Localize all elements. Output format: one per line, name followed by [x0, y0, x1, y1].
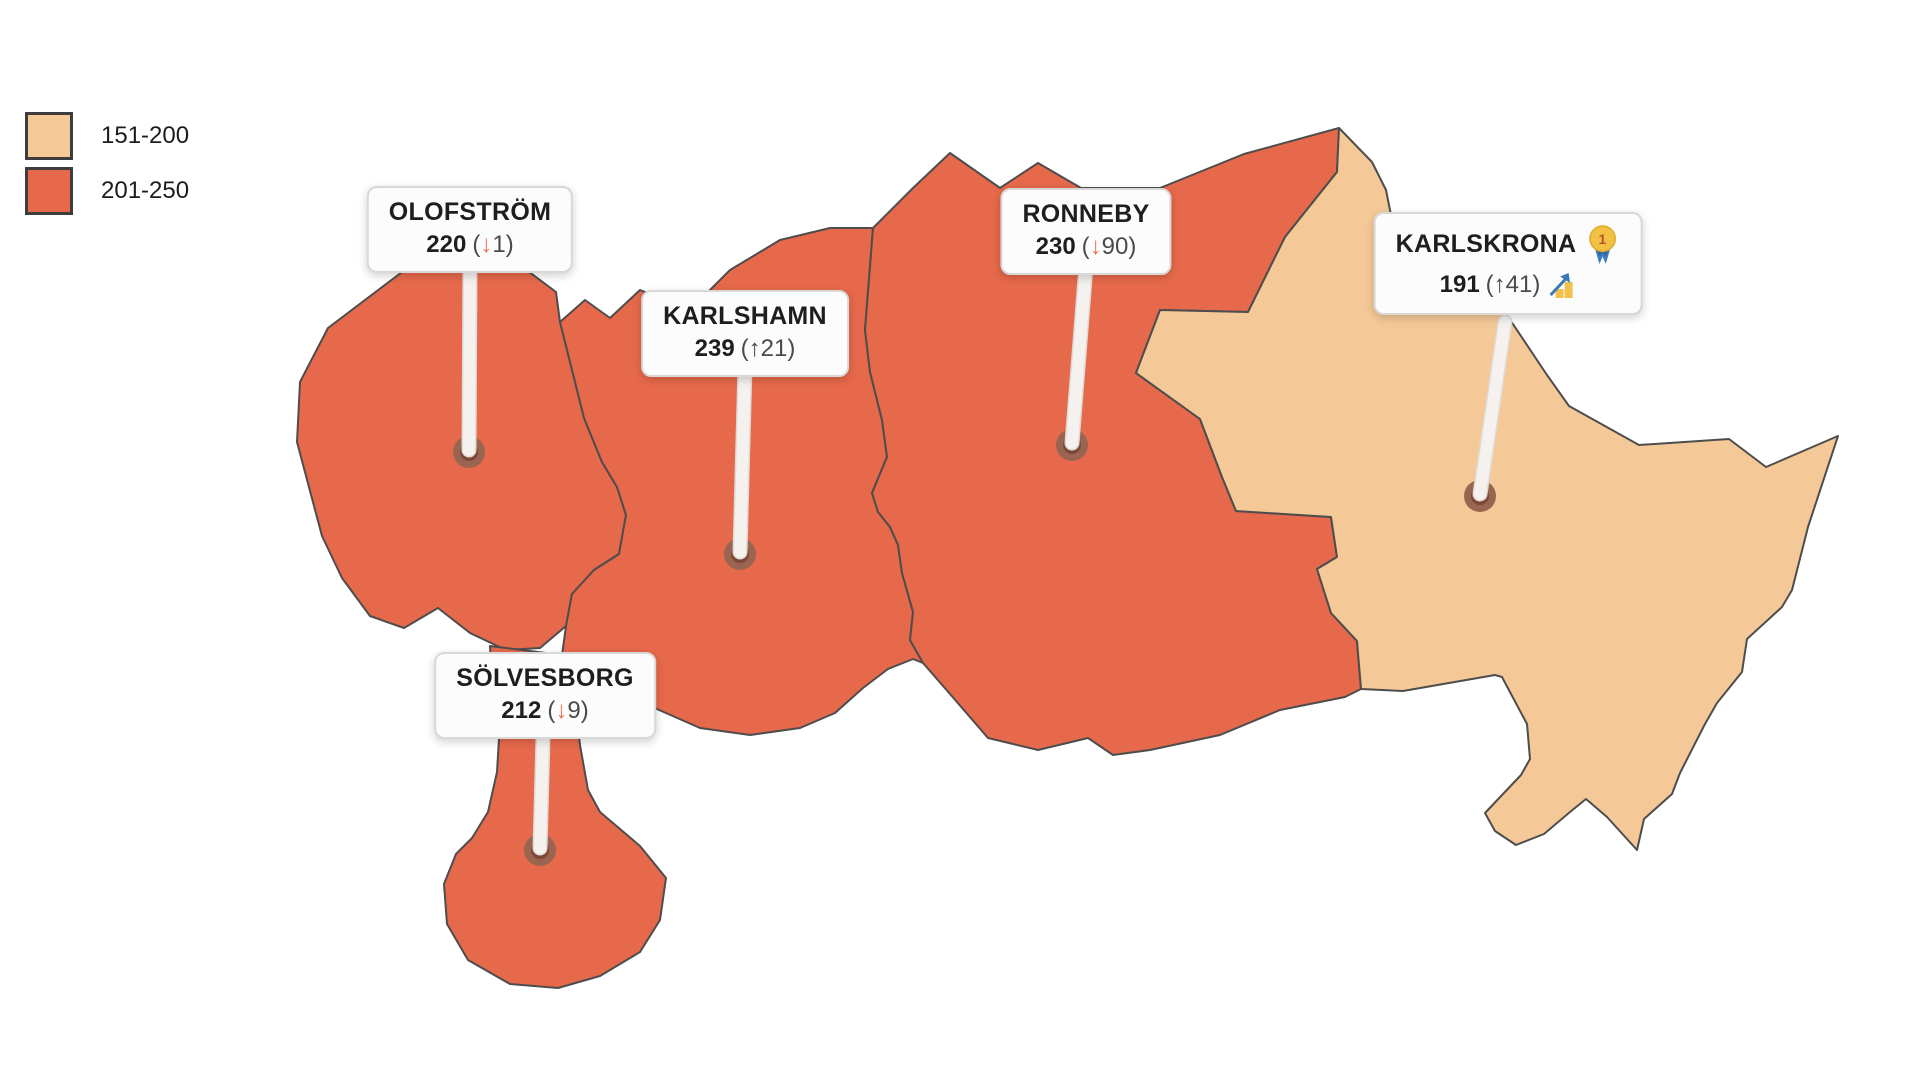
municipality-name: RONNEBY [1022, 200, 1150, 229]
callout-ronneby: RONNEBY 230 (↓ 90) [1000, 188, 1172, 275]
change-indicator: (↓ 90) [1081, 232, 1137, 260]
trend-arrow-icon: ↑ [748, 334, 761, 362]
svg-text:1: 1 [1598, 232, 1606, 247]
municipality-value: 212 (↓ 9) [456, 696, 634, 724]
trend-arrow-icon: ↓ [1089, 232, 1102, 260]
municipality-value: 191 (↑ 41) [1396, 270, 1621, 300]
municipality-value: 230 (↓ 90) [1022, 232, 1149, 260]
trend-arrow-icon: ↑ [1493, 270, 1506, 298]
municipality-value: 239 (↑ 21) [663, 334, 827, 362]
legend-item: 201-250 [25, 167, 189, 215]
municipality-name: SÖLVESBORG [456, 664, 634, 693]
legend-label: 201-250 [101, 177, 190, 204]
municipality-name-text: RONNEBY [1022, 200, 1150, 228]
municipality-value: 220 (↓ 1) [389, 230, 551, 258]
municipality-name-text: KARLSHAMN [663, 302, 827, 330]
trend-arrow-icon: ↓ [480, 230, 493, 258]
value-number: 239 [694, 334, 735, 362]
callout-karlshamn: KARLSHAMN 239 (↑ 21) [641, 290, 849, 377]
change-indicator: (↑ 41) [1485, 270, 1541, 298]
callout-karlskrona: KARLSKRONA 1 191 (↑ 41) [1373, 212, 1643, 315]
legend-swatch-201-250 [25, 167, 73, 215]
municipality-name: KARLSHAMN [663, 302, 827, 331]
change-indicator: (↑ 21) [740, 334, 796, 362]
value-number: 212 [501, 696, 542, 724]
trend-arrow-icon: ↓ [555, 696, 568, 724]
first-place-medal-icon: 1 [1584, 225, 1620, 265]
callout-solvesborg: SÖLVESBORG 212 (↓ 9) [434, 652, 656, 739]
value-number: 191 [1439, 270, 1480, 298]
value-number: 220 [426, 230, 467, 258]
value-number: 230 [1035, 232, 1076, 260]
legend-label: 151-200 [101, 122, 190, 149]
legend: 151-200 201-250 [25, 112, 189, 222]
change-indicator: (↓ 1) [472, 230, 514, 258]
municipality-name: OLOFSTRÖM [388, 198, 552, 227]
legend-swatch-151-200 [25, 112, 73, 160]
change-indicator: (↓ 9) [547, 696, 589, 724]
callout-olofstrom: OLOFSTRÖM 220 (↓ 1) [366, 186, 574, 273]
municipality-name: KARLSKRONA 1 [1396, 225, 1621, 265]
municipality-name-text: OLOFSTRÖM [388, 198, 552, 226]
municipality-name-text: KARLSKRONA [1395, 230, 1577, 259]
legend-item: 151-200 [25, 112, 189, 160]
municipality-name-text: SÖLVESBORG [456, 664, 634, 692]
chart-increasing-icon [1546, 270, 1576, 300]
